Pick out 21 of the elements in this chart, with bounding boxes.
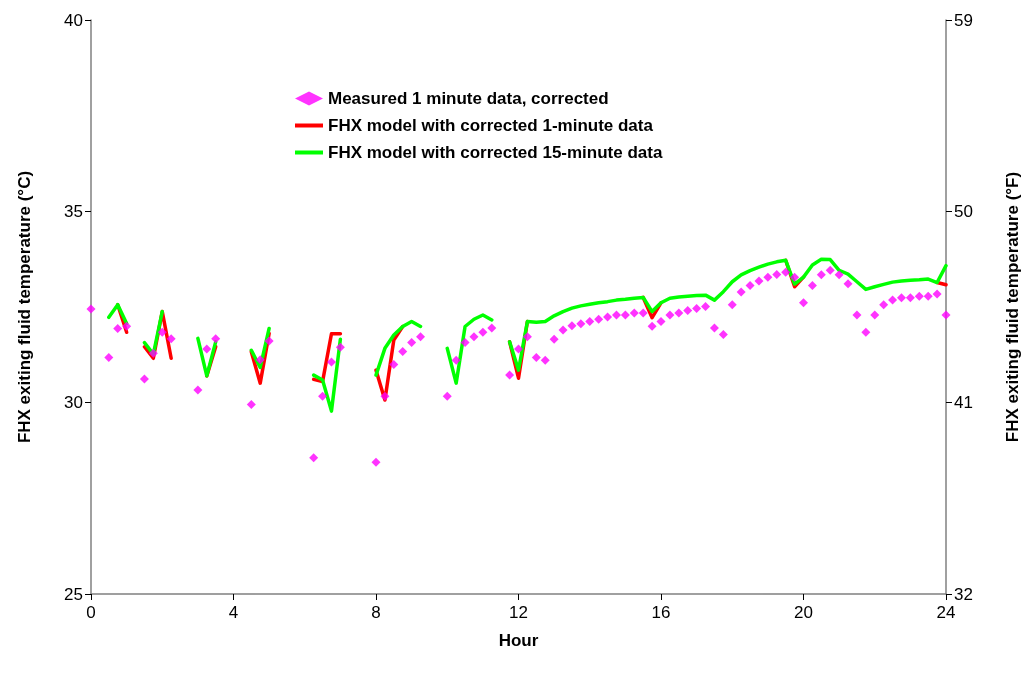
x-axis-title: Hour: [498, 631, 539, 650]
legend-label: FHX model with corrected 15-minute data: [328, 143, 663, 162]
x-tick-label: 8: [371, 603, 381, 622]
y2-axis-title: FHX exiting fluid temperature (°F): [1003, 171, 1022, 443]
x-tick-label: 4: [228, 603, 239, 622]
y-tick-label: 40: [64, 10, 83, 30]
y-axis-title: FHX exiting fluid temperature (°C): [15, 170, 34, 444]
x-tick-label: 24: [936, 603, 956, 622]
x-tick-label: 0: [86, 603, 96, 622]
legend-label: FHX model with corrected 1-minute data: [328, 116, 654, 135]
x-tick-label: 16: [651, 603, 671, 622]
y-tick-label: 25: [64, 584, 83, 604]
y-tick-label: 30: [64, 393, 83, 413]
x-tick-label: 20: [794, 603, 813, 622]
y2-tick-label: 41: [954, 393, 973, 413]
y2-tick-label: 32: [954, 584, 973, 604]
legend-label: Measured 1 minute data, corrected: [328, 89, 609, 108]
y2-tick-label: 50: [954, 201, 973, 221]
y2-tick-label: 59: [954, 10, 973, 30]
y-tick-label: 35: [64, 201, 83, 221]
x-tick-label: 12: [509, 603, 528, 622]
